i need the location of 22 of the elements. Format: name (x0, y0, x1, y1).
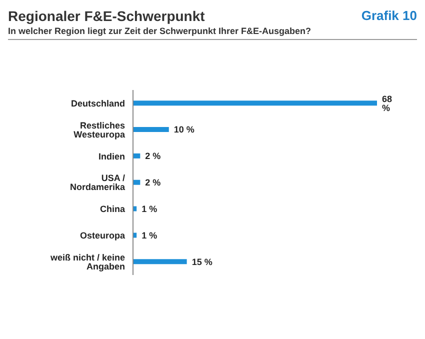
data-label: 1 % (142, 204, 158, 214)
y-tick-label: USA / Nordamerika (70, 173, 126, 192)
data-label: 15 % (192, 256, 212, 267)
data-label: 2 % (145, 178, 161, 188)
y-tick-label: Osteuropa (80, 230, 126, 241)
bar (133, 153, 140, 158)
y-tick-label: weiß nicht / keine Angaben (49, 252, 125, 272)
data-label: 10 % (174, 124, 194, 135)
data-label: 2 % (145, 151, 161, 162)
bar (133, 127, 169, 132)
data-label: 1 % (142, 230, 158, 240)
text: Grafik 10 (361, 8, 417, 23)
y-tick-label: Deutschland (70, 98, 125, 108)
chart-title: Regionaler F&E-Schwerpunkt (8, 8, 206, 24)
y-tick-label: Indien (98, 151, 125, 162)
data-label: 68 % (382, 94, 392, 113)
y-tick-label: Restliches Westeuropa (74, 120, 126, 140)
bar (133, 100, 377, 106)
bar (133, 259, 187, 264)
bar (133, 180, 140, 185)
y-tick-label: China (100, 204, 126, 214)
chart-subtitle: In welcher Region liegt zur Zeit der Schwerpunkt Ihrer F&E-Ausgaben? (8, 26, 312, 36)
